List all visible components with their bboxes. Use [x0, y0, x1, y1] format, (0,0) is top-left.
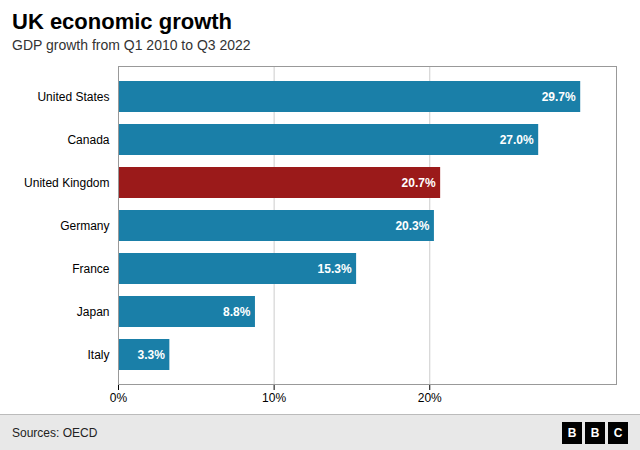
html-text:GDP growth from Q1 2010 to Q3: GDP growth from Q1 2010 to Q3 2022: [12, 37, 251, 53]
html-text:B: B: [567, 425, 577, 440]
svg-text:Italy: Italy: [87, 348, 109, 362]
svg-text:Japan: Japan: [77, 305, 110, 319]
svg-text:20.3%: 20.3%: [395, 219, 429, 233]
svg-text:8.8%: 8.8%: [223, 305, 251, 319]
svg-text:0%: 0%: [110, 391, 128, 405]
svg-text:United Kingdom: United Kingdom: [24, 176, 109, 190]
html-text:B: B: [590, 425, 600, 440]
svg-text:10%: 10%: [262, 391, 286, 405]
html-text:Sources: OECD: Sources: OECD: [12, 425, 98, 440]
svg-text:20%: 20%: [418, 391, 442, 405]
svg-text:29.7%: 29.7%: [542, 90, 576, 104]
svg-text:United States: United States: [37, 90, 109, 104]
svg-text:Canada: Canada: [67, 133, 109, 147]
svg-text:20.7%: 20.7%: [402, 176, 436, 190]
svg-text:27.0%: 27.0%: [500, 133, 534, 147]
svg-text:3.3%: 3.3%: [137, 348, 165, 362]
html-text:C: C: [613, 425, 623, 440]
svg-text:Germany: Germany: [60, 219, 109, 233]
html-text:UK economic growth: UK economic growth: [12, 9, 232, 34]
svg-text:15.3%: 15.3%: [318, 262, 352, 276]
svg-text:France: France: [72, 262, 110, 276]
